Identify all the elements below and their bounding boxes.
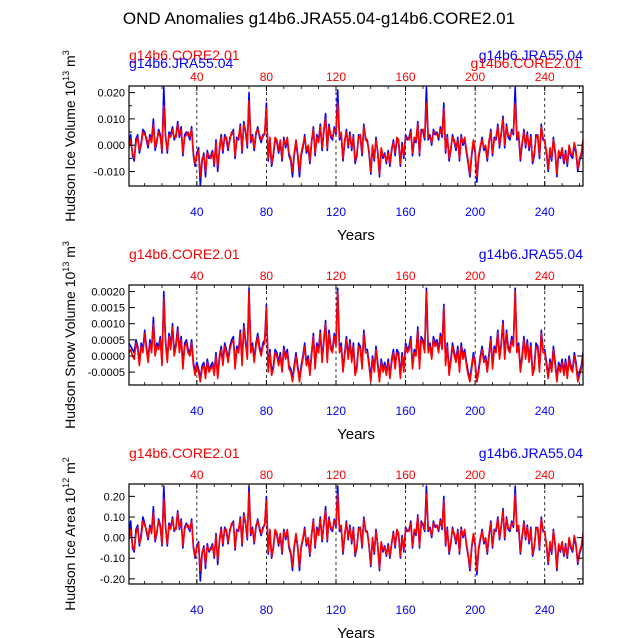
y-axis-label-part: Hudson Ice Volume 10 (62, 81, 78, 222)
x-tick-label: 160 (396, 205, 416, 219)
x-tick-label: 240 (535, 603, 555, 617)
series-group (129, 485, 583, 582)
y-tick-label: 0.0000 (91, 351, 125, 363)
x-tick-label: 160 (396, 404, 416, 418)
x-tick-label-top: 80 (260, 468, 274, 482)
legend-core2-overlap-label: g14b6.CORE2.01 (470, 55, 581, 71)
y-axis-label-part: m (62, 462, 78, 478)
legend-jra55-label: g14b6.JRA55.04 (479, 246, 584, 262)
x-tick-label-top: 160 (396, 269, 416, 283)
y-axis-label: Hudson Ice Area 1012 m2 (61, 457, 78, 611)
x-tick-label-top: 40 (190, 70, 204, 84)
series-line-core2 (129, 290, 583, 383)
panel-ice-area: -0.20 -0.10 0.00 0.10 0.20 40 40 80 80 120 120 160 1… (61, 445, 584, 638)
y-axis-label: Hudson Snow Volume 1013 m3 (61, 241, 78, 429)
y-axis-label-part: 13 (61, 71, 71, 81)
y-tick-label: 0.0005 (91, 335, 125, 347)
x-tick-label: 80 (260, 404, 274, 418)
y-axis-label-part: m (62, 246, 78, 262)
y-tick-label: 0.000 (97, 140, 125, 152)
x-tick-label-top: 120 (326, 269, 346, 283)
x-tick-label: 120 (326, 205, 346, 219)
x-tick-label-top: 80 (260, 269, 274, 283)
x-tick-label-top: 200 (465, 269, 485, 283)
x-tick-label-top: 120 (326, 468, 346, 482)
y-tick-label: -0.20 (100, 574, 125, 586)
x-tick-label: 200 (465, 404, 485, 418)
series-group (129, 287, 583, 383)
x-tick-label-top: 240 (535, 70, 555, 84)
x-tick-label: 80 (260, 205, 274, 219)
x-tick-label-top: 40 (190, 269, 204, 283)
x-tick-label: 120 (326, 404, 346, 418)
x-tick-label-top: 200 (465, 468, 485, 482)
legend-core2-label: g14b6.CORE2.01 (129, 246, 240, 262)
x-tick-label: 40 (190, 205, 204, 219)
y-axis-label-part: 2 (61, 457, 71, 462)
x-tick-label: 240 (535, 205, 555, 219)
panels: -0.010 0.000 0.010 0.020 40 40 80 80 120 120 160 16… (61, 47, 584, 638)
y-axis-label-part: 13 (61, 262, 71, 272)
x-tick-label-top: 40 (190, 468, 204, 482)
x-tick-label-top: 240 (535, 468, 555, 482)
y-tick-label: 0.00 (104, 533, 125, 545)
panel-ice-volume: -0.010 0.000 0.010 0.020 40 40 80 80 120 120 160 16… (61, 47, 584, 244)
x-tick-label-top: 120 (326, 70, 346, 84)
x-tick-label: 200 (465, 603, 485, 617)
panel-snow-volume: -0.0005 0.0000 0.0005 0.0010 0.0015 0.0020 40 4… (61, 241, 584, 443)
plot-frame (128, 483, 584, 585)
x-axis-label: Years (337, 625, 375, 638)
x-tick-label: 40 (190, 404, 204, 418)
y-tick-label: 0.0020 (91, 286, 125, 298)
y-tick-label: 0.0010 (91, 319, 125, 331)
x-tick-label: 200 (465, 205, 485, 219)
y-tick-label: 0.10 (104, 512, 125, 524)
figure-title: OND Anomalies g14b6.JRA55.04-g14b6.CORE2… (123, 9, 515, 28)
x-tick-label: 160 (396, 603, 416, 617)
y-tick-label: 0.020 (97, 88, 125, 100)
legend-jra55-label: g14b6.JRA55.04 (479, 47, 584, 63)
y-tick-label: -0.0005 (88, 367, 125, 379)
legend-jra55-overlap-label: g14b6.JRA55.04 (129, 55, 234, 71)
y-axis-label-part: 3 (61, 50, 71, 55)
y-axis-label-part: Hudson Ice Area 10 (62, 488, 78, 611)
legend-core2-label: g14b6.CORE2.01 (129, 445, 240, 461)
x-tick-label: 240 (535, 404, 555, 418)
x-tick-label-top: 200 (465, 70, 485, 84)
x-axis-label: Years (337, 426, 375, 443)
x-axis-label: Years (337, 227, 375, 244)
y-axis-label-part: 3 (61, 241, 71, 246)
x-tick-label: 40 (190, 603, 204, 617)
x-tick-label-top: 160 (396, 70, 416, 84)
series-group (129, 86, 583, 186)
plot-frame (128, 284, 584, 386)
x-tick-label-top: 80 (260, 70, 274, 84)
y-axis-label-part: m (62, 55, 78, 71)
y-axis-label: Hudson Ice Volume 1013 m3 (61, 50, 78, 221)
x-tick-label: 120 (326, 603, 346, 617)
x-tick-label-top: 240 (535, 269, 555, 283)
series-line-core2 (129, 491, 583, 572)
series-line-core2 (129, 99, 583, 178)
x-tick-label-top: 160 (396, 468, 416, 482)
y-axis-label-part: 12 (61, 478, 71, 488)
y-tick-label: 0.010 (97, 114, 125, 126)
x-tick-label: 80 (260, 603, 274, 617)
y-tick-label: 0.0015 (91, 303, 125, 315)
y-tick-label: -0.10 (100, 553, 125, 565)
y-tick-label: 0.20 (104, 491, 125, 503)
plot-frame (128, 85, 584, 187)
legend-jra55-label: g14b6.JRA55.04 (479, 445, 584, 461)
y-axis-label-part: Hudson Snow Volume 10 (62, 271, 78, 428)
y-tick-label: -0.010 (94, 167, 125, 179)
legend-core2-label: g14b6.CORE2.01 (129, 47, 240, 63)
